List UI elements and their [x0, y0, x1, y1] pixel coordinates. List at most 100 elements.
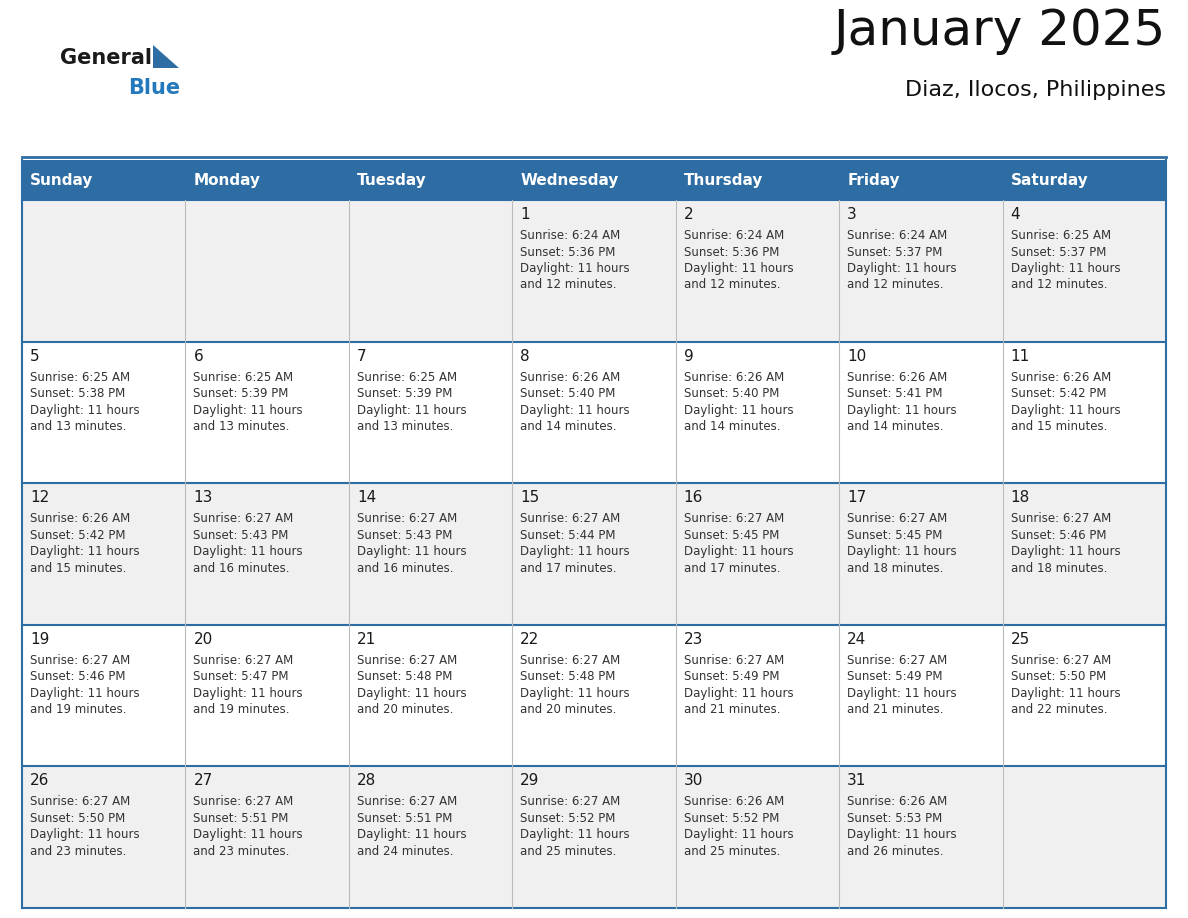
- Text: Sunrise: 6:27 AM: Sunrise: 6:27 AM: [194, 654, 293, 666]
- Text: and 19 minutes.: and 19 minutes.: [30, 703, 126, 716]
- Text: 6: 6: [194, 349, 203, 364]
- Text: 29: 29: [520, 773, 539, 789]
- Text: Sunrise: 6:27 AM: Sunrise: 6:27 AM: [520, 654, 620, 666]
- Text: Sunrise: 6:27 AM: Sunrise: 6:27 AM: [847, 654, 947, 666]
- Text: Thursday: Thursday: [684, 173, 763, 187]
- FancyBboxPatch shape: [839, 160, 1003, 200]
- Text: and 13 minutes.: and 13 minutes.: [356, 420, 454, 433]
- Text: Sunset: 5:47 PM: Sunset: 5:47 PM: [194, 670, 289, 683]
- Text: and 12 minutes.: and 12 minutes.: [684, 278, 781, 292]
- Text: Daylight: 11 hours: Daylight: 11 hours: [356, 404, 467, 417]
- Text: and 14 minutes.: and 14 minutes.: [520, 420, 617, 433]
- Text: 22: 22: [520, 632, 539, 647]
- Text: and 13 minutes.: and 13 minutes.: [194, 420, 290, 433]
- Text: Sunset: 5:42 PM: Sunset: 5:42 PM: [30, 529, 126, 542]
- Text: 11: 11: [1011, 349, 1030, 364]
- Text: Daylight: 11 hours: Daylight: 11 hours: [30, 687, 140, 700]
- Text: Sunset: 5:51 PM: Sunset: 5:51 PM: [194, 812, 289, 825]
- Text: Sunrise: 6:25 AM: Sunrise: 6:25 AM: [356, 371, 457, 384]
- Text: and 21 minutes.: and 21 minutes.: [847, 703, 943, 716]
- Text: Sunrise: 6:26 AM: Sunrise: 6:26 AM: [520, 371, 620, 384]
- Text: Daylight: 11 hours: Daylight: 11 hours: [520, 545, 630, 558]
- Text: Sunrise: 6:27 AM: Sunrise: 6:27 AM: [30, 654, 131, 666]
- Text: and 15 minutes.: and 15 minutes.: [1011, 420, 1107, 433]
- Text: Daylight: 11 hours: Daylight: 11 hours: [684, 545, 794, 558]
- Text: Daylight: 11 hours: Daylight: 11 hours: [520, 828, 630, 842]
- Text: 13: 13: [194, 490, 213, 505]
- Text: 28: 28: [356, 773, 377, 789]
- Text: Sunrise: 6:26 AM: Sunrise: 6:26 AM: [847, 795, 947, 809]
- Text: Daylight: 11 hours: Daylight: 11 hours: [1011, 545, 1120, 558]
- Text: 4: 4: [1011, 207, 1020, 222]
- Text: Sunset: 5:50 PM: Sunset: 5:50 PM: [1011, 670, 1106, 683]
- Text: Sunset: 5:45 PM: Sunset: 5:45 PM: [847, 529, 942, 542]
- Text: and 22 minutes.: and 22 minutes.: [1011, 703, 1107, 716]
- Text: and 20 minutes.: and 20 minutes.: [520, 703, 617, 716]
- Text: Sunset: 5:48 PM: Sunset: 5:48 PM: [520, 670, 615, 683]
- Text: Daylight: 11 hours: Daylight: 11 hours: [194, 545, 303, 558]
- Text: Sunset: 5:46 PM: Sunset: 5:46 PM: [30, 670, 126, 683]
- Text: Daylight: 11 hours: Daylight: 11 hours: [684, 828, 794, 842]
- Text: 7: 7: [356, 349, 366, 364]
- Text: and 14 minutes.: and 14 minutes.: [684, 420, 781, 433]
- Text: and 26 minutes.: and 26 minutes.: [847, 845, 943, 858]
- Text: Sunrise: 6:27 AM: Sunrise: 6:27 AM: [194, 795, 293, 809]
- Text: Daylight: 11 hours: Daylight: 11 hours: [356, 545, 467, 558]
- Text: Sunday: Sunday: [30, 173, 94, 187]
- Text: Sunset: 5:45 PM: Sunset: 5:45 PM: [684, 529, 779, 542]
- Text: Sunset: 5:37 PM: Sunset: 5:37 PM: [1011, 245, 1106, 259]
- Text: and 12 minutes.: and 12 minutes.: [520, 278, 617, 292]
- Text: Sunrise: 6:27 AM: Sunrise: 6:27 AM: [847, 512, 947, 525]
- Text: and 23 minutes.: and 23 minutes.: [194, 845, 290, 858]
- FancyBboxPatch shape: [23, 625, 1165, 767]
- Text: 20: 20: [194, 632, 213, 647]
- Text: Sunset: 5:50 PM: Sunset: 5:50 PM: [30, 812, 125, 825]
- Text: Sunrise: 6:25 AM: Sunrise: 6:25 AM: [194, 371, 293, 384]
- Text: 3: 3: [847, 207, 857, 222]
- Text: and 14 minutes.: and 14 minutes.: [847, 420, 943, 433]
- Text: and 12 minutes.: and 12 minutes.: [1011, 278, 1107, 292]
- Text: and 19 minutes.: and 19 minutes.: [194, 703, 290, 716]
- Text: Sunrise: 6:24 AM: Sunrise: 6:24 AM: [684, 229, 784, 242]
- Text: Sunset: 5:36 PM: Sunset: 5:36 PM: [520, 245, 615, 259]
- Text: Daylight: 11 hours: Daylight: 11 hours: [1011, 687, 1120, 700]
- Text: Blue: Blue: [128, 78, 181, 98]
- Text: Sunset: 5:43 PM: Sunset: 5:43 PM: [194, 529, 289, 542]
- Text: 31: 31: [847, 773, 866, 789]
- Text: Daylight: 11 hours: Daylight: 11 hours: [30, 828, 140, 842]
- Text: Sunrise: 6:27 AM: Sunrise: 6:27 AM: [194, 512, 293, 525]
- Text: 17: 17: [847, 490, 866, 505]
- Text: Sunrise: 6:27 AM: Sunrise: 6:27 AM: [520, 512, 620, 525]
- Text: 23: 23: [684, 632, 703, 647]
- FancyBboxPatch shape: [23, 767, 1165, 908]
- Text: Sunrise: 6:25 AM: Sunrise: 6:25 AM: [30, 371, 131, 384]
- Text: Sunset: 5:49 PM: Sunset: 5:49 PM: [847, 670, 942, 683]
- Text: and 21 minutes.: and 21 minutes.: [684, 703, 781, 716]
- Text: Daylight: 11 hours: Daylight: 11 hours: [847, 262, 956, 275]
- FancyBboxPatch shape: [23, 341, 1165, 483]
- FancyBboxPatch shape: [23, 483, 1165, 625]
- Text: Daylight: 11 hours: Daylight: 11 hours: [847, 404, 956, 417]
- Text: Daylight: 11 hours: Daylight: 11 hours: [1011, 404, 1120, 417]
- Text: Sunset: 5:49 PM: Sunset: 5:49 PM: [684, 670, 779, 683]
- Text: Sunset: 5:40 PM: Sunset: 5:40 PM: [684, 387, 779, 400]
- Text: Sunset: 5:39 PM: Sunset: 5:39 PM: [356, 387, 453, 400]
- Text: Sunrise: 6:27 AM: Sunrise: 6:27 AM: [1011, 654, 1111, 666]
- Text: 10: 10: [847, 349, 866, 364]
- Text: Daylight: 11 hours: Daylight: 11 hours: [30, 404, 140, 417]
- Text: Daylight: 11 hours: Daylight: 11 hours: [194, 404, 303, 417]
- Text: Saturday: Saturday: [1011, 173, 1088, 187]
- FancyBboxPatch shape: [512, 160, 676, 200]
- Text: and 20 minutes.: and 20 minutes.: [356, 703, 454, 716]
- Text: and 12 minutes.: and 12 minutes.: [847, 278, 943, 292]
- Text: and 23 minutes.: and 23 minutes.: [30, 845, 126, 858]
- Text: and 18 minutes.: and 18 minutes.: [847, 562, 943, 575]
- Text: Sunrise: 6:26 AM: Sunrise: 6:26 AM: [684, 371, 784, 384]
- Text: Sunrise: 6:24 AM: Sunrise: 6:24 AM: [520, 229, 620, 242]
- Text: Sunrise: 6:26 AM: Sunrise: 6:26 AM: [1011, 371, 1111, 384]
- Polygon shape: [153, 45, 179, 68]
- Text: Sunset: 5:44 PM: Sunset: 5:44 PM: [520, 529, 615, 542]
- Text: 18: 18: [1011, 490, 1030, 505]
- Text: 12: 12: [30, 490, 49, 505]
- Text: Monday: Monday: [194, 173, 260, 187]
